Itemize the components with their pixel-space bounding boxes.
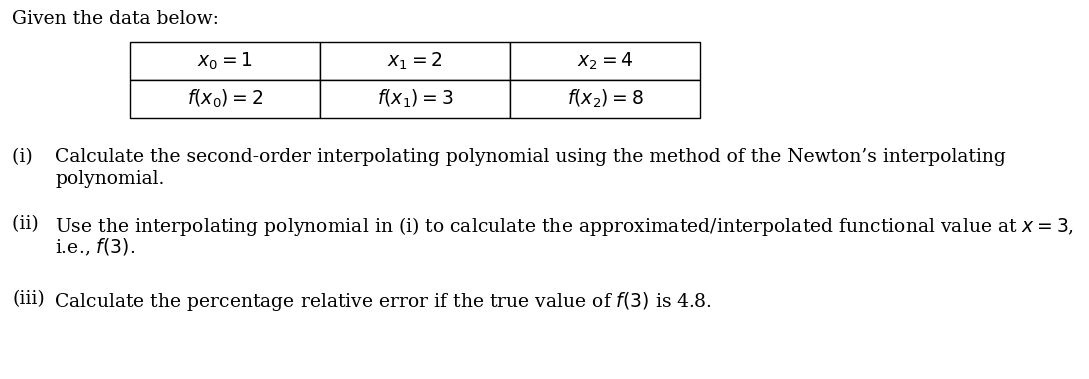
Text: (iii): (iii) (12, 290, 45, 308)
Text: $f(x_0) = 2$: $f(x_0) = 2$ (187, 88, 264, 110)
Text: i.e., $f(3)$.: i.e., $f(3)$. (56, 237, 135, 258)
Text: polynomial.: polynomial. (56, 170, 164, 188)
Text: (i): (i) (12, 148, 39, 166)
Text: $x_1= 2$: $x_1= 2$ (388, 50, 443, 72)
Text: (ii): (ii) (12, 215, 45, 233)
Text: $x_2 = 4$: $x_2 = 4$ (577, 50, 633, 72)
Bar (320, 42, 510, 80)
Text: Calculate the percentage relative error if the true value of $f(3)$ is 4.8.: Calculate the percentage relative error … (54, 290, 712, 313)
Bar (510, 42, 700, 80)
Bar (130, 42, 320, 80)
Text: Use the interpolating polynomial in (i) to calculate the approximated/interpolat: Use the interpolating polynomial in (i) … (56, 215, 1074, 238)
Text: $f(x_1) = 3$: $f(x_1) = 3$ (377, 88, 453, 110)
Bar (130, 80, 320, 118)
Text: Calculate the second-order interpolating polynomial using the method of the Newt: Calculate the second-order interpolating… (56, 148, 1006, 166)
Bar (510, 80, 700, 118)
Text: $f(x_2) = 8$: $f(x_2) = 8$ (566, 88, 644, 110)
Text: Given the data below:: Given the data below: (12, 10, 219, 28)
Text: $x_0 = 1$: $x_0 = 1$ (197, 50, 253, 72)
Bar (320, 80, 510, 118)
